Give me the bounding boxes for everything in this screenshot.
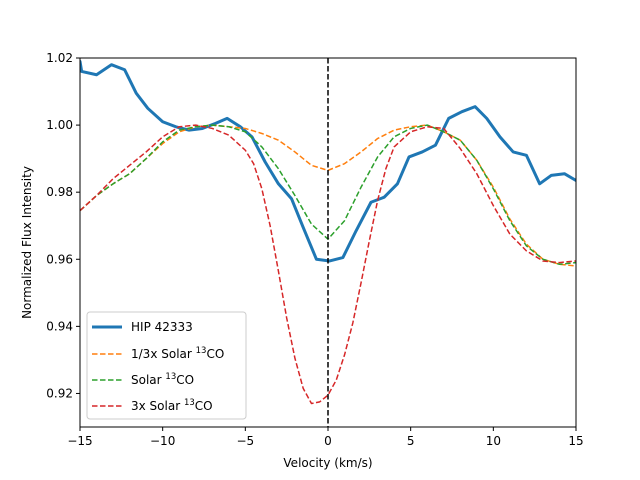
y-tick-label: 1.02 (46, 51, 73, 65)
legend-label-hip-42333: HIP 42333 (131, 320, 193, 334)
x-tick-label: −15 (67, 434, 92, 448)
legend-box (86, 311, 247, 420)
legend: HIP 42333 1/3x Solar 13CO Solar 13CO 3x Sol… (86, 311, 247, 420)
legend-label-3x-solar-13co: 3x Solar 13CO (131, 398, 213, 413)
legend-label-solar-13co: Solar 13CO (131, 372, 194, 387)
x-tick-label: 15 (568, 434, 583, 448)
x-tick-label: 0 (324, 434, 332, 448)
x-axis-ticks: −15 −10 −5 0 5 10 15 (67, 427, 584, 448)
x-tick-label: 5 (407, 434, 415, 448)
series-line-hip-42333 (80, 59, 576, 263)
legend-items: HIP 42333 1/3x Solar 13CO Solar 13CO 3x Sol… (92, 320, 224, 413)
y-axis-label: Normalized Flux Intensity (20, 166, 34, 319)
x-tick-label: 10 (486, 434, 501, 448)
y-tick-label: 0.96 (46, 252, 73, 266)
x-tick-label: −10 (150, 434, 175, 448)
y-tick-label: 0.98 (46, 185, 73, 199)
legend-label-1-3x-solar-13co: 1/3x Solar 13CO (131, 346, 224, 361)
y-tick-label: 0.94 (46, 319, 73, 333)
x-tick-label: −5 (236, 434, 254, 448)
series-line-3x-solar-13co (80, 124, 576, 405)
x-axis-label: Velocity (km/s) (283, 456, 372, 470)
y-tick-label: 1.00 (46, 118, 73, 132)
y-tick-label: 0.92 (46, 386, 73, 400)
y-axis-ticks: 0.92 0.94 0.96 0.98 1.00 1.02 (46, 51, 80, 400)
